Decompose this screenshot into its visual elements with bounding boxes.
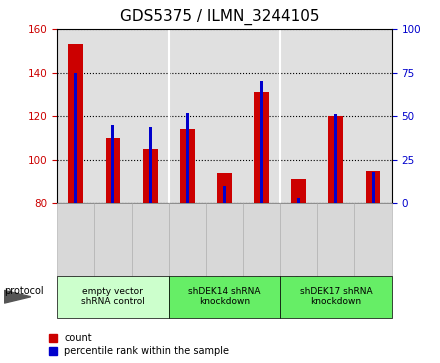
Bar xyxy=(254,92,269,203)
Bar xyxy=(186,113,189,203)
Polygon shape xyxy=(4,290,31,303)
Legend: count, percentile rank within the sample: count, percentile rank within the sample xyxy=(49,333,229,356)
Bar xyxy=(297,198,300,203)
Text: GDS5375 / ILMN_3244105: GDS5375 / ILMN_3244105 xyxy=(120,9,320,25)
Text: shDEK17 shRNA
knockdown: shDEK17 shRNA knockdown xyxy=(300,287,372,306)
Bar xyxy=(180,129,194,203)
Text: protocol: protocol xyxy=(4,286,44,296)
Bar xyxy=(149,127,151,203)
Bar xyxy=(106,138,121,203)
Text: shDEK14 shRNA
knockdown: shDEK14 shRNA knockdown xyxy=(188,287,260,306)
Bar xyxy=(260,81,263,203)
Bar xyxy=(328,116,343,203)
Text: empty vector
shRNA control: empty vector shRNA control xyxy=(81,287,145,306)
Bar xyxy=(371,172,374,203)
Bar xyxy=(334,114,337,203)
Bar xyxy=(74,73,77,203)
Bar xyxy=(143,149,158,203)
Bar xyxy=(111,125,114,203)
Bar xyxy=(291,179,306,203)
Bar xyxy=(68,44,83,203)
Bar xyxy=(223,186,226,203)
Bar xyxy=(217,173,232,203)
Bar xyxy=(366,171,381,203)
